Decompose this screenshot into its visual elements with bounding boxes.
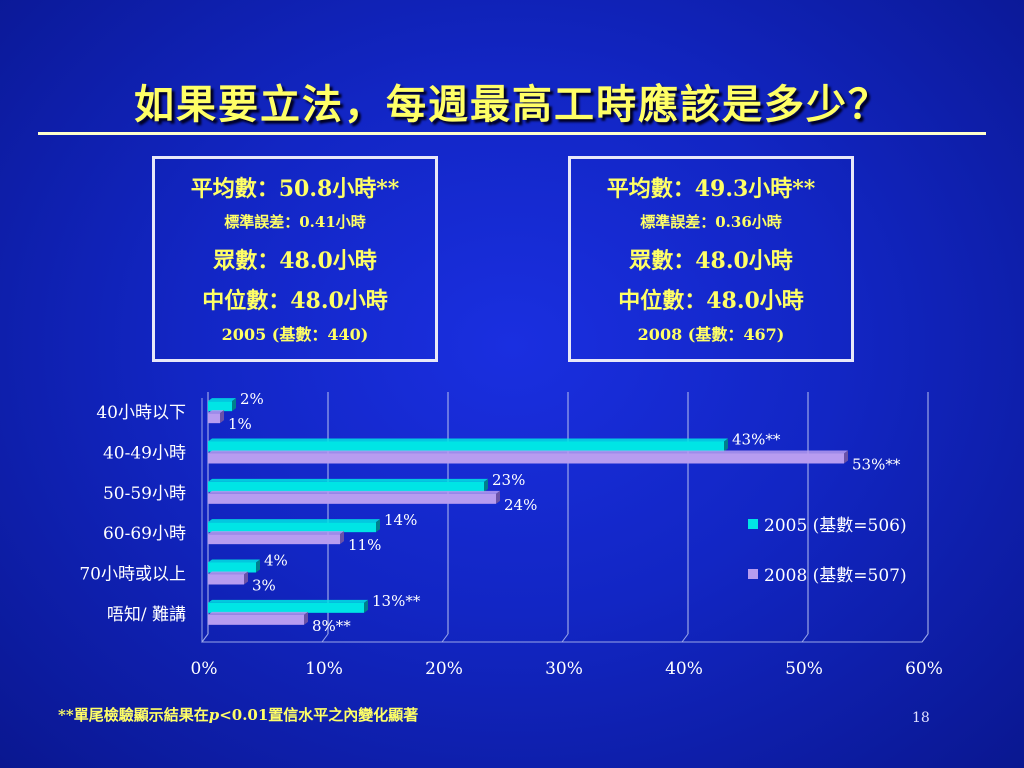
bar-side-face [496, 490, 500, 504]
gridline-floor [201, 633, 209, 643]
data-label: 1% [228, 415, 252, 433]
bar-side-face [256, 559, 260, 573]
x-tick-label: 0% [191, 659, 218, 679]
sample-text: 2008 (基數：467) [637, 325, 785, 344]
data-label: 13%** [372, 592, 421, 610]
legend-swatch-2005 [748, 519, 758, 529]
summary-box-2008: 平均數：49.3小時** 標準誤差：0.36小時 眾數：48.0小時 中位數：4… [568, 156, 854, 362]
median-text: 中位數：48.0小時 [618, 288, 804, 314]
bar-top-face [208, 531, 344, 535]
bar-top-face [208, 559, 260, 563]
data-label: 14% [384, 511, 417, 529]
footnote-p: p [208, 706, 220, 724]
gridline-floor [681, 633, 689, 643]
data-label: 53%** [852, 456, 901, 474]
bar-2005 [208, 602, 364, 613]
slide-title: 如果要立法，每週最高工時應該是多少？ [134, 81, 890, 128]
data-label: 8%** [312, 617, 351, 635]
x-tick-label: 40% [665, 659, 703, 679]
bar-top-face [208, 478, 488, 482]
mode-text: 眾數：48.0小時 [629, 248, 793, 274]
bar-top-face [208, 611, 308, 615]
data-label: 3% [252, 577, 276, 595]
gridline-floor [321, 633, 329, 643]
legend-item-2008: 2008 (基數=507) [748, 561, 907, 586]
x-tick-label: 10% [305, 659, 343, 679]
x-tick-label: 20% [425, 659, 463, 679]
bar-2008 [208, 413, 220, 424]
bar-2008 [208, 614, 304, 625]
data-label: 4% [264, 552, 288, 570]
footnote-suffix: <0.01置信水平之內變化顯著 [219, 706, 419, 724]
data-label: 11% [348, 536, 381, 554]
bar-top-face [208, 571, 248, 575]
x-tick-label: 50% [785, 659, 823, 679]
bar-2005 [208, 562, 256, 573]
bar-top-face [208, 410, 224, 414]
summary-box-2005: 平均數：50.8小時** 標準誤差：0.41小時 眾數：48.0小時 中位數：4… [152, 156, 438, 362]
std-error-text: 標準誤差：0.36小時 [640, 213, 782, 231]
median-text: 中位數：48.0小時 [202, 288, 388, 314]
bar-top-face [208, 438, 728, 442]
bar-top-face [208, 599, 368, 603]
data-label: 43%** [732, 431, 781, 449]
bar-2008 [208, 534, 340, 545]
category-label: 40小時以下 [96, 403, 186, 423]
legend-label-2005: 2005 (基數=506) [764, 516, 907, 536]
mode-text: 眾數：48.0小時 [213, 248, 377, 274]
footnote: **單尾檢驗顯示結果在p<0.01置信水平之內變化顯著 [58, 704, 418, 725]
bar-2005 [208, 481, 484, 492]
bar-2008 [208, 453, 844, 464]
bar-2005 [208, 522, 376, 533]
bar-top-face [208, 519, 380, 523]
bar-side-face [340, 531, 344, 545]
data-label: 24% [504, 496, 537, 514]
legend-swatch-2008 [748, 569, 758, 579]
bar-side-face [724, 438, 728, 452]
mean-text: 平均數：49.3小時** [606, 176, 816, 202]
sample-text: 2005 (基數：440) [221, 325, 369, 344]
legend-item-2005: 2005 (基數=506) [748, 511, 907, 536]
gridline-floor [921, 633, 929, 643]
gridline-floor [441, 633, 449, 643]
bar-2005 [208, 401, 232, 412]
footnote-prefix: **單尾檢驗顯示結果在 [58, 706, 209, 724]
bar-side-face [244, 571, 248, 585]
title-divider [38, 132, 986, 135]
bar-side-face [220, 410, 224, 424]
bar-top-face [208, 450, 848, 454]
x-tick-label: 60% [905, 659, 943, 679]
bar-side-face [304, 611, 308, 625]
bar-side-face [376, 519, 380, 533]
data-label: 2% [240, 390, 264, 408]
category-label: 50-59小時 [103, 484, 186, 504]
bar-2008 [208, 574, 244, 585]
bar-top-face [208, 490, 500, 494]
bar-2008 [208, 493, 496, 504]
legend-label-2008: 2008 (基數=507) [764, 566, 907, 586]
data-label: 23% [492, 471, 525, 489]
category-label: 唔知/ 難講 [107, 605, 186, 625]
bar-top-face [208, 398, 236, 402]
bar-side-face [484, 478, 488, 492]
bar-side-face [232, 398, 236, 412]
std-error-text: 標準誤差：0.41小時 [224, 213, 366, 231]
x-tick-label: 30% [545, 659, 583, 679]
category-label: 40-49小時 [103, 444, 186, 464]
gridline-floor [561, 633, 569, 643]
gridline-floor [801, 633, 809, 643]
page-number: 18 [912, 710, 930, 726]
bar-2005 [208, 441, 724, 452]
category-label: 60-69小時 [103, 524, 186, 544]
bar-side-face [844, 450, 848, 464]
mean-text: 平均數：50.8小時** [190, 176, 400, 202]
category-label: 70小時或以上 [79, 565, 186, 585]
bar-side-face [364, 599, 368, 613]
